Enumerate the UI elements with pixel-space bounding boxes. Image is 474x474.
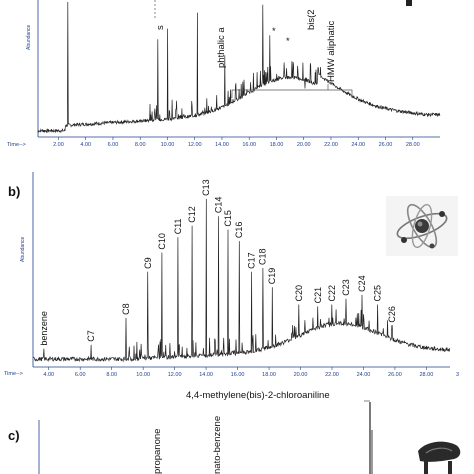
tick-label: 14.00 — [199, 372, 213, 378]
panel-b-ticks: 4.00 6.00 8.00 10.00 12.00 14.00 16.00 18.00 20.… — [43, 367, 433, 378]
annot-star-2: * — [286, 36, 290, 47]
panel-a-corner-mark — [406, 0, 412, 6]
tick-label: 28.00 — [406, 142, 420, 148]
tick-label: 12.00 — [188, 142, 202, 148]
peak-label-c14: C14 — [214, 197, 224, 214]
peak-label-c17: C17 — [247, 252, 257, 269]
peak-label-c25: C25 — [373, 285, 383, 302]
panel-b: b) Abundance Time--> 3 4.00 6.00 8.00 10.00… — [4, 172, 459, 378]
hmw-bracket — [231, 89, 353, 98]
peak-label-c12: C12 — [187, 206, 197, 223]
tick-label: 24.00 — [357, 372, 371, 378]
peak-label-c24: C24 — [357, 275, 367, 292]
peak-label-c16: C16 — [234, 222, 244, 239]
panel-b-ylabel: Abundance — [20, 236, 26, 262]
panel-b-trace — [33, 198, 451, 363]
annot-s: s — [155, 25, 166, 30]
panel-c-title: 4,4-methylene(bis)-2-chloroaniline — [186, 390, 330, 401]
tick-label: 6.00 — [75, 372, 86, 378]
chair-icon — [418, 441, 461, 474]
tick-label: 16.00 — [231, 372, 245, 378]
panel-c-label: c) — [8, 428, 20, 443]
peak-label-c22: C22 — [327, 285, 337, 302]
tick-label: 26.00 — [379, 142, 393, 148]
tick-label: 4.00 — [80, 142, 91, 148]
peak-label-c9: C9 — [143, 257, 153, 269]
peak-label-c20: C20 — [294, 285, 304, 302]
peak-label-c15: C15 — [223, 210, 233, 227]
tick-label: 10.00 — [161, 142, 175, 148]
tick-label: 28.00 — [420, 372, 434, 378]
peak-label-c10: C10 — [157, 233, 167, 250]
tick-label: 22.00 — [325, 372, 339, 378]
annot-hmw: HMW aliphatic — [326, 21, 337, 82]
peak-label-benzene: benzene — [39, 311, 49, 346]
tick-label: 18.00 — [262, 372, 276, 378]
panel-a-xlabel: Time--> — [7, 142, 26, 148]
tick-label: 20.00 — [294, 372, 308, 378]
annot-star-1: * — [272, 26, 276, 37]
peak-label-c7: C7 — [86, 330, 96, 342]
annot-bis: bis(2 — [306, 9, 317, 30]
peak-label-c18: C18 — [258, 248, 268, 265]
panel-a-trace — [37, 1, 441, 134]
tick-label: 8.00 — [135, 142, 146, 148]
tick-label: 10.00 — [136, 372, 150, 378]
tick-label: 22.00 — [324, 142, 338, 148]
tick-label: 4.00 — [43, 372, 54, 378]
peak-label-c26: C26 — [387, 306, 397, 323]
panel-b-label: b) — [8, 184, 20, 199]
atom-icon — [386, 196, 458, 256]
tick-label: 20.00 — [297, 142, 311, 148]
panel-c: c) 4,4-methylene(bis)-2-chloroaniline pr… — [8, 390, 461, 474]
tick-label: 2.00 — [53, 142, 64, 148]
annot-nato-benzene: nato-benzene — [212, 416, 223, 474]
annot-phthalic: phthalic a — [216, 27, 227, 68]
panel-b-xlabel: Time--> — [4, 371, 23, 377]
tick-label: 16.00 — [242, 142, 256, 148]
tick-label: 6.00 — [108, 142, 119, 148]
peak-label-c23: C23 — [341, 279, 351, 296]
peak-label-c21: C21 — [313, 287, 323, 304]
peak-label-c13: C13 — [201, 179, 211, 196]
panel-a-ticks: 2.00 4.00 6.00 8.00 10.00 12.00 14.00 16.00 18.0… — [53, 137, 420, 148]
tick-label: 8.00 — [106, 372, 117, 378]
peak-label-c11: C11 — [173, 218, 183, 234]
tick-label: 18.00 — [270, 142, 284, 148]
annot-propanone: propanone — [152, 429, 163, 474]
tick-label: 12.00 — [168, 372, 182, 378]
peak-label-c19: C19 — [267, 268, 277, 285]
tick-label: 14.00 — [215, 142, 229, 148]
tick-label: 24.00 — [351, 142, 365, 148]
panel-a: Abundance Time--> 2.00 4.00 6.00 8.00 10.00 1… — [7, 0, 441, 148]
peak-label-c8: C8 — [121, 303, 131, 315]
tick-label: 26.00 — [388, 372, 402, 378]
panel-a-ylabel: Abundance — [26, 24, 32, 50]
panel-b-corner-mark: 3 — [456, 372, 459, 378]
